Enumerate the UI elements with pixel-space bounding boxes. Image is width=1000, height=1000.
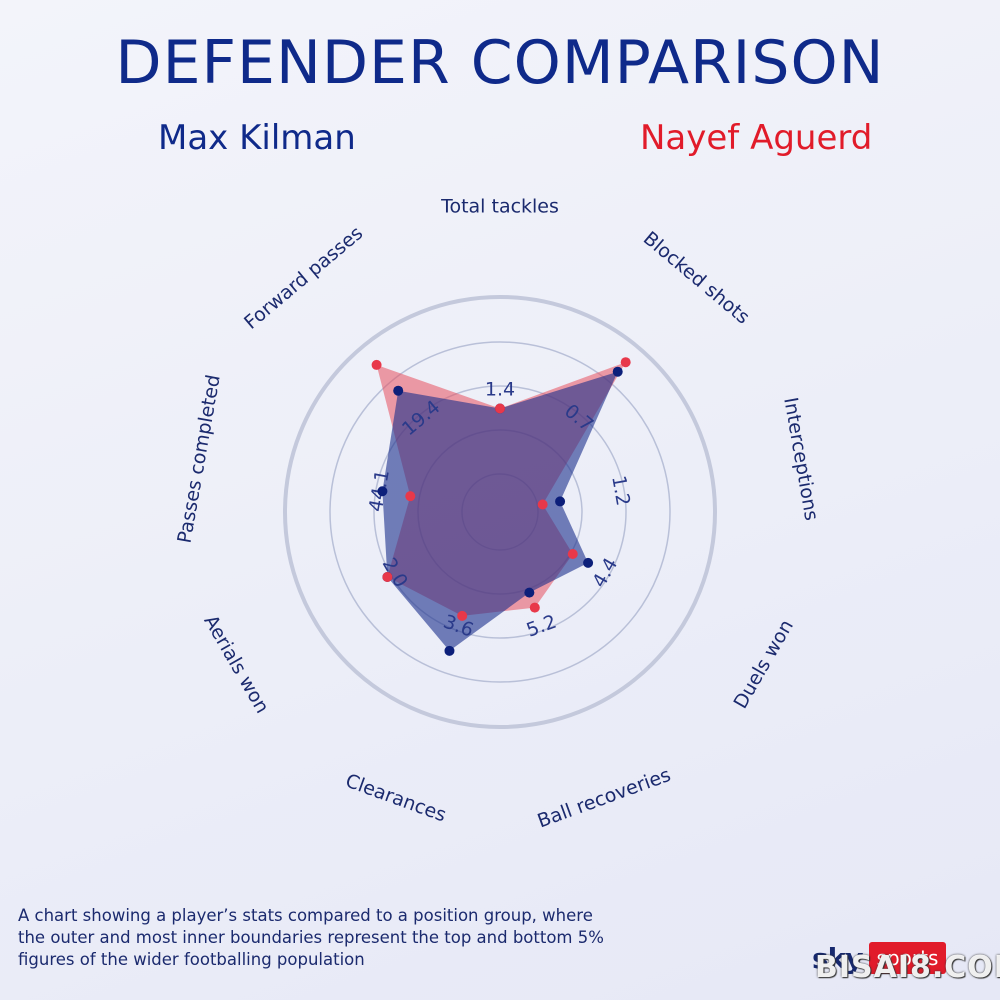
axis-label: Ball recoveries <box>535 764 674 833</box>
radar-ring-2 <box>373 385 627 639</box>
axis-label: Blocked shots <box>639 227 754 328</box>
data-point-nayef-aguerd <box>457 610 468 621</box>
data-point-nayef-aguerd <box>620 357 631 368</box>
axis-value-label: 1.4 <box>485 379 515 401</box>
axis-label: Interceptions <box>779 396 822 523</box>
sky-sports-logo: sky sports <box>812 938 947 978</box>
player-a-name: Max Kilman <box>158 118 356 158</box>
logo-sports-text: sports <box>868 942 947 974</box>
data-point-nayef-aguerd <box>371 359 382 370</box>
data-point-nayef-aguerd <box>382 572 393 583</box>
data-point-max-kilman <box>612 366 623 377</box>
radar-ring-3 <box>329 341 671 683</box>
axis-label: Forward passes <box>240 222 367 334</box>
series-area-max-kilman <box>382 371 618 651</box>
chart-caption: A chart showing a player’s stats compare… <box>18 906 604 969</box>
axis-label: Total tackles <box>440 196 559 218</box>
axis-value-label: 1.2 <box>607 474 634 508</box>
data-point-max-kilman <box>583 557 594 568</box>
axis-label: Aerials won <box>199 611 273 717</box>
data-point-max-kilman <box>524 587 535 598</box>
data-point-nayef-aguerd <box>529 602 540 613</box>
axis-value-label: 5.2 <box>524 611 560 642</box>
data-point-max-kilman <box>377 486 388 497</box>
data-point-nayef-aguerd <box>405 491 416 502</box>
page-title: DEFENDER COMPARISON <box>115 28 885 98</box>
player-b-name: Nayef Aguerd <box>640 118 873 158</box>
logo-sky-text: sky <box>812 941 864 975</box>
data-point-max-kilman <box>444 645 455 656</box>
data-point-nayef-aguerd <box>495 403 505 414</box>
data-point-nayef-aguerd <box>567 549 578 560</box>
data-point-nayef-aguerd <box>537 499 548 510</box>
axis-label: Clearances <box>343 770 450 827</box>
axis-label: Duels won <box>729 616 797 713</box>
radar-ring-4 <box>283 295 717 729</box>
data-point-max-kilman <box>393 385 404 396</box>
axis-label: Passes completed <box>174 373 225 545</box>
data-point-max-kilman <box>555 496 566 507</box>
watermark: BISAI8.COM <box>815 950 1000 985</box>
